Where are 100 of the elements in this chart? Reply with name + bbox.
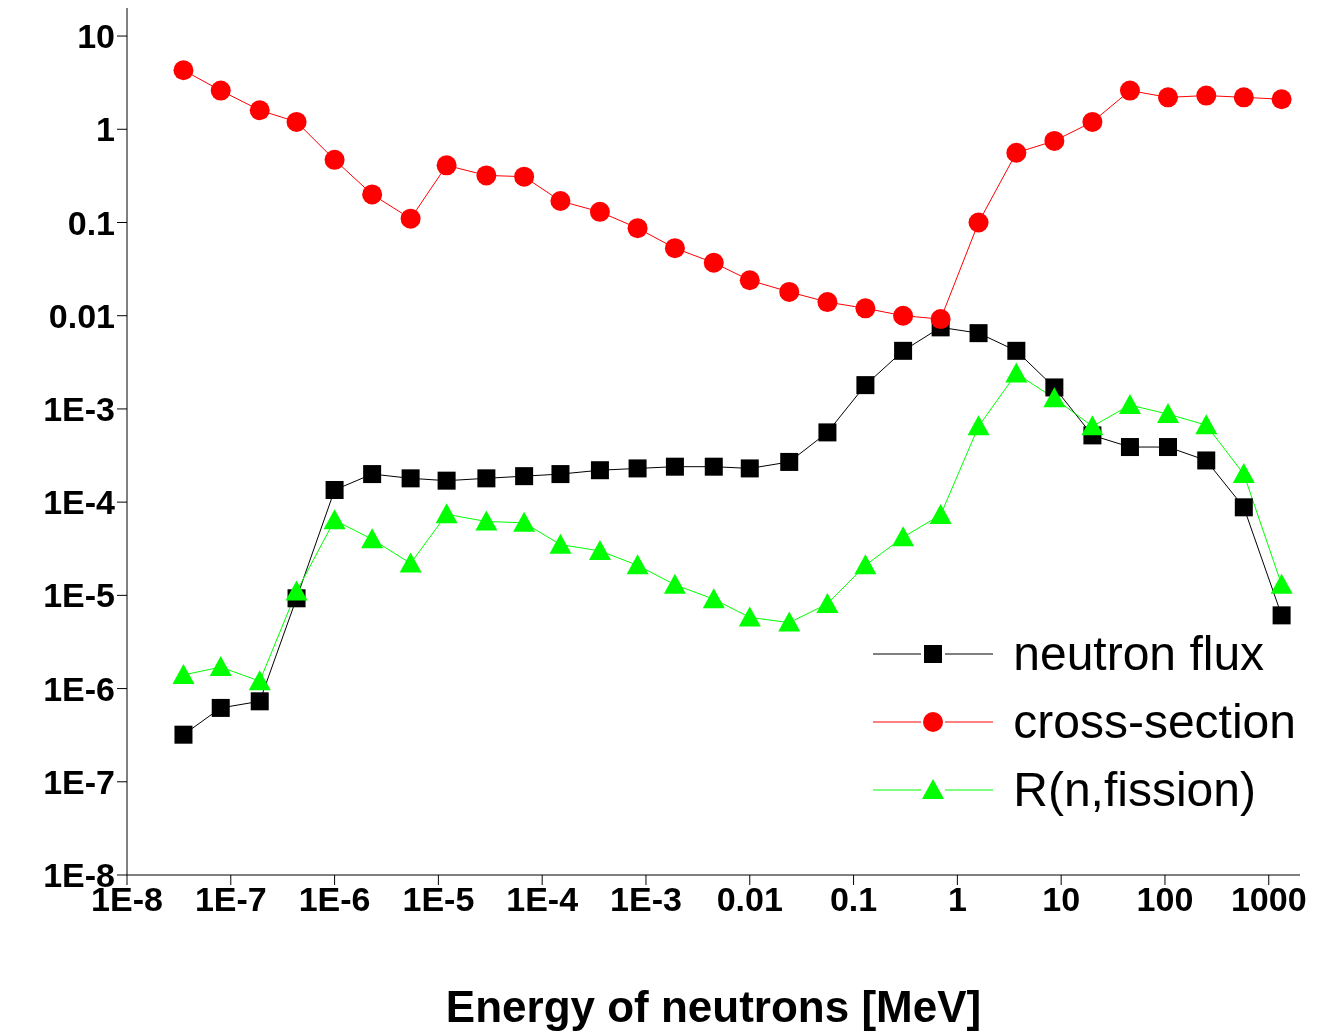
point (285, 580, 308, 601)
y-tick-label: 1E-5 (43, 576, 115, 615)
point (475, 510, 498, 531)
point (325, 480, 344, 499)
y-tick-label: 0.1 (67, 203, 115, 242)
point (323, 509, 346, 530)
x-tick-label: 1E-6 (298, 880, 371, 919)
point (1005, 362, 1028, 383)
x-tick-label: 1000 (1230, 880, 1307, 919)
point (1159, 438, 1178, 457)
x-tick-label: 1E-7 (194, 880, 267, 919)
point (664, 238, 685, 259)
point (968, 212, 989, 233)
point (1007, 341, 1026, 360)
point (969, 324, 988, 343)
point (437, 471, 456, 490)
point (930, 309, 951, 330)
legend-label: neutron flux (1013, 626, 1265, 682)
point (626, 554, 649, 575)
point (249, 100, 270, 121)
point (362, 184, 383, 205)
point (893, 305, 914, 326)
point (477, 469, 496, 488)
x-tick-label: 100 (1136, 880, 1194, 919)
point (892, 526, 915, 547)
legend-label: cross-section (1013, 694, 1296, 750)
point (361, 528, 384, 549)
point (1232, 463, 1255, 484)
y-tick-label: 1E-3 (43, 389, 115, 428)
point (855, 298, 876, 319)
y-tick-label: 1E-7 (43, 762, 115, 801)
point (854, 554, 877, 575)
point (1120, 438, 1139, 457)
point (1270, 573, 1293, 594)
point (1234, 498, 1253, 517)
y-tick-label: 10 (77, 17, 115, 56)
x-tick-label: 0.1 (829, 880, 878, 919)
point (399, 552, 422, 573)
point (436, 155, 457, 176)
point (515, 467, 534, 486)
x-tick-label: 1E-3 (610, 880, 682, 919)
point (703, 252, 724, 273)
y-tick-label: 1 (96, 110, 115, 149)
point (738, 606, 761, 627)
point (816, 592, 839, 613)
point (702, 588, 725, 609)
point (967, 415, 990, 436)
point (1197, 451, 1216, 470)
point (665, 457, 684, 476)
x-tick-label: 0.01 (716, 880, 783, 919)
point (1233, 87, 1254, 108)
x-tick-label: 1 (947, 880, 967, 919)
point (1157, 403, 1180, 424)
point (779, 281, 800, 302)
point (818, 423, 837, 442)
point (514, 166, 535, 187)
x-axis-title: Energy of neutrons [MeV] (445, 982, 982, 1031)
point (1271, 89, 1292, 110)
y-tick-label: 1E-6 (43, 669, 115, 708)
point (174, 725, 193, 744)
point (894, 341, 913, 360)
point (401, 469, 420, 488)
point (1158, 87, 1179, 108)
point (856, 376, 875, 395)
point (778, 611, 801, 632)
y-tick-label: 0.01 (48, 296, 115, 335)
legend-label: R(n,fission) (1013, 762, 1256, 818)
point (663, 573, 686, 594)
point (172, 663, 195, 684)
point (1196, 85, 1217, 106)
point (250, 692, 269, 711)
point (248, 670, 271, 691)
point (628, 459, 647, 478)
point (211, 698, 230, 717)
point (209, 656, 232, 677)
point (739, 270, 760, 291)
point (549, 533, 572, 554)
point (435, 503, 458, 524)
point (324, 149, 345, 170)
point (704, 457, 723, 476)
point (400, 208, 421, 229)
point (1195, 414, 1218, 435)
x-tick-label: 1E-5 (402, 880, 475, 919)
point (1272, 606, 1291, 625)
point (550, 191, 571, 212)
point (1081, 415, 1104, 436)
x-tick-label: 10 (1042, 880, 1081, 919)
point (551, 465, 570, 484)
point (173, 60, 194, 81)
point (780, 452, 799, 471)
point (1119, 80, 1140, 101)
point (513, 511, 536, 532)
point (1118, 394, 1141, 415)
point (1006, 142, 1027, 163)
point (929, 503, 952, 524)
point (817, 292, 838, 313)
point (627, 218, 648, 239)
point (740, 459, 759, 478)
point (476, 165, 497, 186)
point (588, 539, 611, 560)
